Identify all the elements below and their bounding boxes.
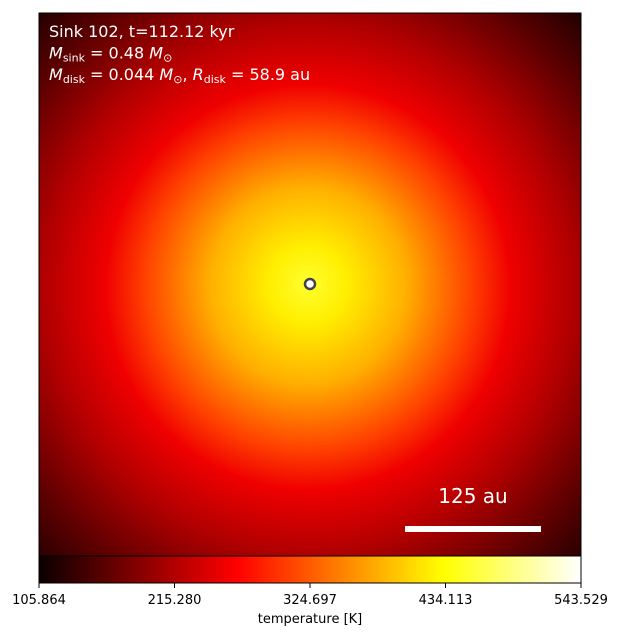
annotation-line: Sink 102, t=112.12 kyr xyxy=(49,22,235,41)
subscript: sink xyxy=(63,52,86,65)
colorbar-tick-label: 543.529 xyxy=(554,593,608,608)
colorbar-label: temperature [K] xyxy=(258,612,363,627)
subscript: disk xyxy=(204,73,227,86)
subscript: ⊙ xyxy=(163,52,172,65)
scale-bar xyxy=(405,526,541,532)
subscript: ⊙ xyxy=(173,73,182,86)
annotation-text: , xyxy=(182,65,192,84)
subscript: disk xyxy=(63,73,86,86)
annotation-text: M xyxy=(159,65,173,84)
scale-bar-label: 125 au xyxy=(438,484,507,508)
colorbar-tick-label: 215.280 xyxy=(148,593,202,608)
annotation-text: = 0.48 xyxy=(85,44,149,63)
colorbar-tick-label: 324.697 xyxy=(283,593,337,608)
annotation-line: Mdisk = 0.044 M⊙, Rdisk = 58.9 au xyxy=(49,65,310,86)
annotation-line: Msink = 0.48 M⊙ xyxy=(49,44,172,65)
colorbar-ticks: 105.864 215.280 324.697 434.113 543.529 xyxy=(12,583,608,608)
colorbar-tick-label: 434.113 xyxy=(419,593,473,608)
colorbar xyxy=(38,555,582,584)
sink-marker xyxy=(303,277,317,291)
annotation-text: = 0.044 xyxy=(85,65,159,84)
annotation-text: M xyxy=(49,44,63,63)
annotation-text: M xyxy=(149,44,163,63)
annotation-text: M xyxy=(49,65,63,84)
annotation-text: Sink 102, t=112.12 kyr xyxy=(49,22,235,41)
annotation-text: R xyxy=(193,65,204,84)
colorbar-tick-label: 105.864 xyxy=(12,593,66,608)
annotation-text: = 58.9 au xyxy=(226,65,310,84)
